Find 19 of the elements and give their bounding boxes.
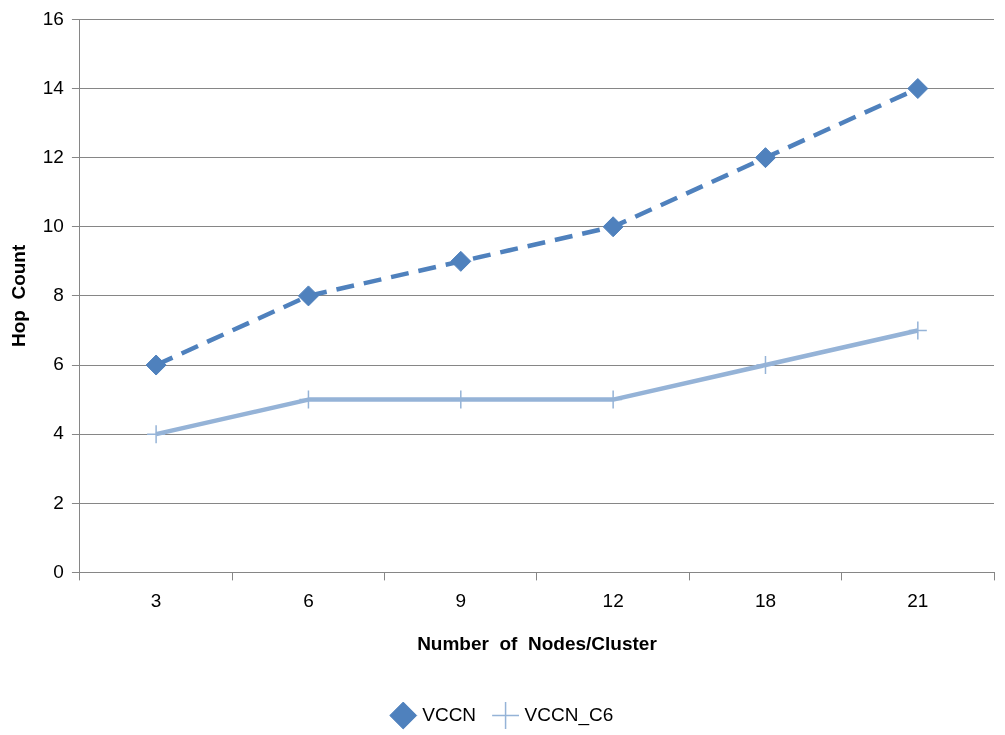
y-tick-label: 2 — [53, 491, 64, 513]
x-tick-label: 6 — [303, 590, 314, 612]
y-tick-label: 16 — [42, 7, 64, 29]
x-axis-title: Number of Nodes/Cluster — [417, 632, 658, 654]
y-tick-label: 12 — [42, 145, 64, 167]
x-tick-label: 3 — [150, 590, 162, 612]
y-tick-label: 14 — [42, 76, 65, 98]
y-tick-label: 4 — [53, 422, 65, 444]
x-tick-label: 18 — [754, 590, 777, 612]
y-tick-label: 0 — [53, 560, 64, 582]
y-tick-label: 10 — [42, 215, 64, 237]
y-tick-label: 8 — [53, 284, 64, 306]
y-axis-title: Hop Count — [7, 244, 29, 348]
legend-label: VCCN_C6 — [524, 703, 614, 726]
x-tick-label: 21 — [907, 590, 929, 612]
y-tick-label: 6 — [53, 353, 64, 375]
x-tick-label: 12 — [602, 590, 624, 612]
legend-label: VCCN — [422, 703, 477, 725]
x-tick-label: 9 — [455, 590, 467, 612]
